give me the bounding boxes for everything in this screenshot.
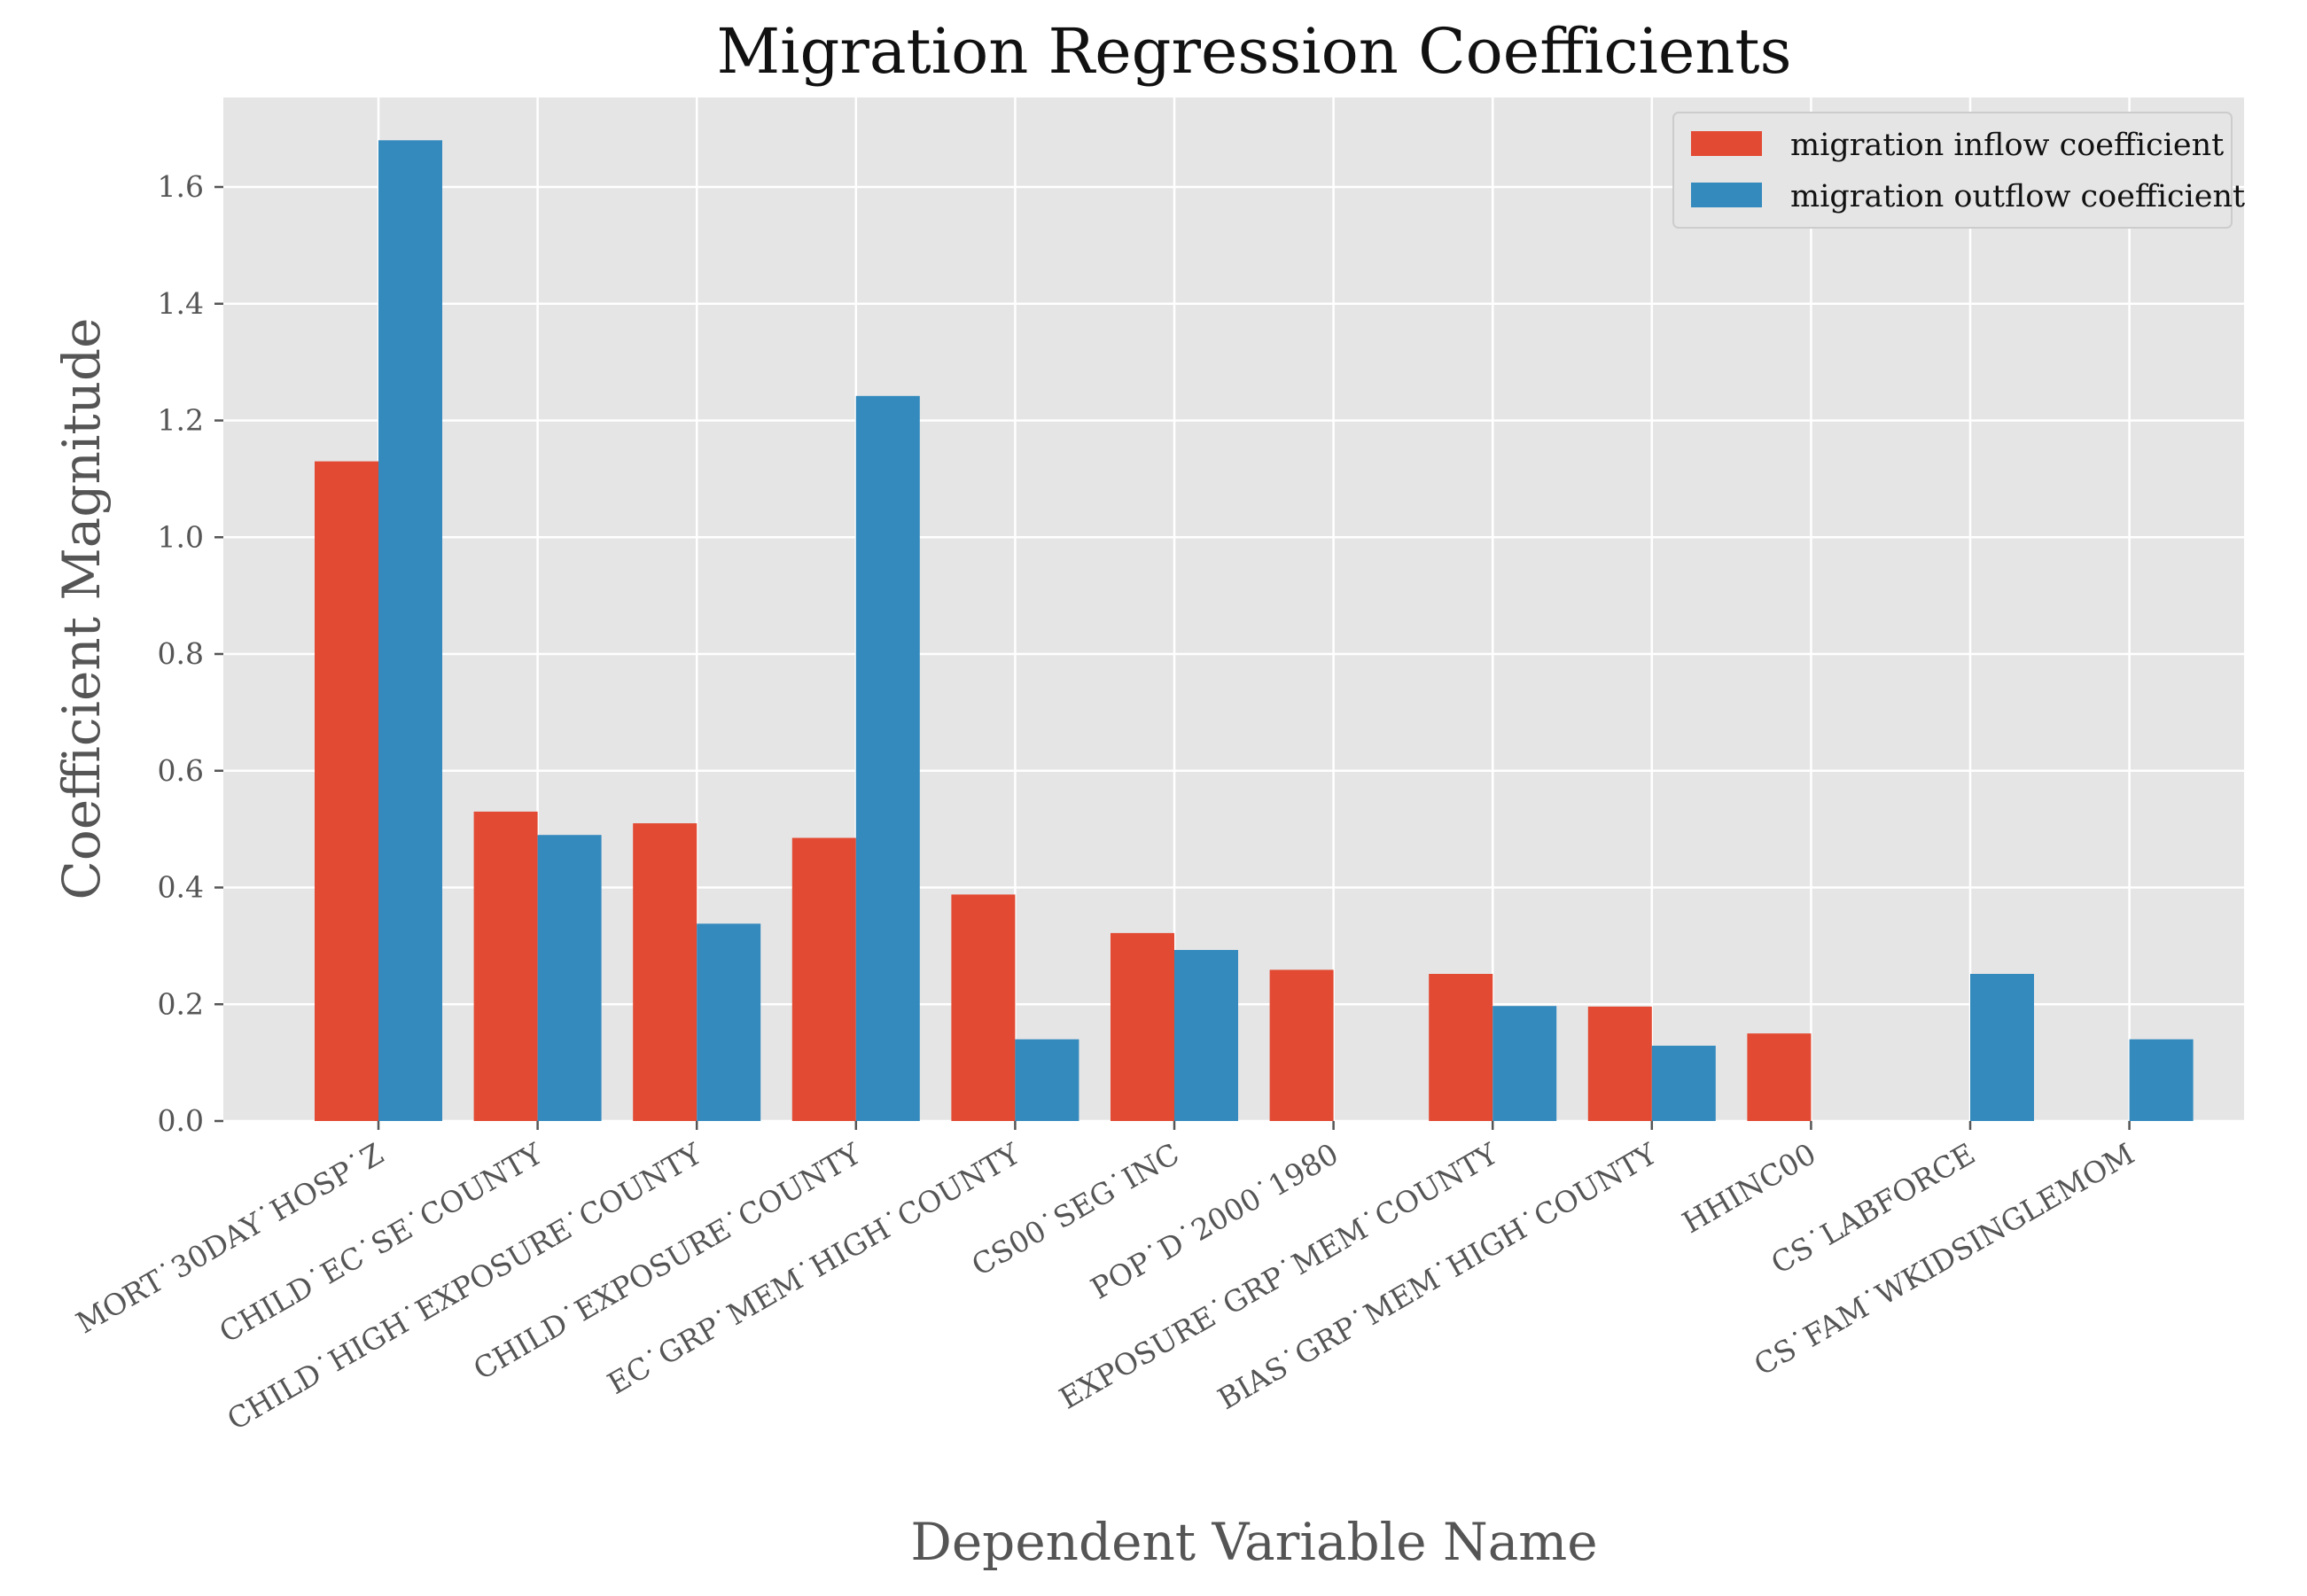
y-tick-label: 0.4 [158,870,204,905]
bar-outflow [1174,949,1238,1121]
y-tick-label: 0.0 [158,1103,204,1138]
bar-outflow [1015,1039,1079,1121]
bar-outflow [537,835,602,1121]
y-tick-label: 1.4 [158,286,204,321]
bar-inflow [473,811,538,1121]
bar-inflow [1587,1006,1652,1121]
bar-inflow [315,461,378,1121]
y-tick-label: 1.0 [158,519,204,554]
legend-swatch-outflow [1691,183,1762,207]
bar-outflow [855,395,920,1121]
legend-label-inflow: migration inflow coefficient [1790,128,2224,163]
legend-swatch-inflow [1691,131,1762,156]
legend: migration inflow coefficient migration o… [1672,112,2245,229]
bar-outflow [378,140,442,1121]
bar-inflow [791,837,856,1121]
bar-inflow [1269,969,1334,1121]
chart-title: Migration Regression Coefficients [716,15,1791,88]
bar-inflow [633,823,698,1121]
bar-inflow [951,894,1016,1121]
bar-outflow [2129,1039,2194,1121]
bars [315,140,2194,1121]
y-tick-label: 1.6 [158,169,204,204]
bar-inflow [1747,1033,1812,1121]
legend-label-outflow: migration outflow coefficient [1790,179,2245,214]
bar-inflow [1429,973,1493,1121]
y-tick-label: 0.2 [158,986,204,1021]
legend-box [1672,112,2233,229]
x-tick-label: HHINC00 [1677,1136,1822,1240]
y-tick-label: 0.8 [158,636,204,671]
y-axis-ticks: 0.0 0.2 0.4 0.6 0.8 1.0 1.2 1.4 1.6 [158,169,223,1138]
bar-outflow [1493,1006,1557,1121]
y-axis-label: Coefficient Magnitude [51,318,112,900]
x-axis-label: Dependent Variable Name [910,1512,1597,1572]
bar-inflow [1111,932,1174,1121]
y-tick-label: 0.6 [158,753,204,788]
bar-outflow [1651,1046,1716,1121]
bar-outflow [1970,973,2034,1121]
bar-outflow [697,923,761,1121]
y-tick-label: 1.2 [158,403,204,438]
